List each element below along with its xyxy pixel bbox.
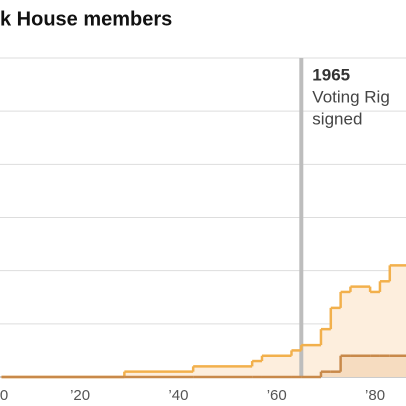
x-tick-label: ’40: [168, 387, 188, 404]
annotation-text: Voting Rig: [312, 87, 390, 106]
chart-title: k House members: [0, 8, 172, 30]
x-tick-label: 0: [0, 387, 8, 404]
annotation-label: 1965: [312, 65, 350, 84]
x-tick-label: ’80: [365, 387, 385, 404]
area: [1, 350, 406, 377]
x-tick-label: ’60: [267, 387, 287, 404]
x-tick-label: ’20: [70, 387, 90, 404]
annotation-text: signed: [312, 109, 362, 128]
area: [1, 254, 406, 377]
